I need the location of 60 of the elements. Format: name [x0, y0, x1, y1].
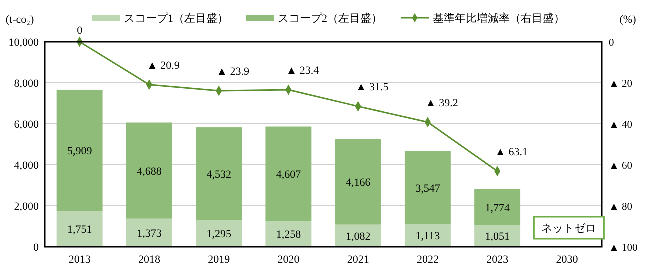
data-label: ▲ 31.5: [356, 82, 390, 94]
data-label: ▲ 23.9: [216, 66, 250, 78]
bar: [474, 225, 521, 247]
data-label: 4,166: [346, 177, 372, 190]
y-tick-label: 4,000: [14, 160, 40, 172]
x-tick-label: 2013: [68, 254, 92, 266]
bar: [266, 126, 312, 222]
x-tick-label: 2020: [278, 254, 300, 266]
annotation: ネットゼロ: [542, 223, 597, 235]
y-tick-label: 6,000: [14, 119, 40, 131]
x-tick-label: 2021: [347, 254, 370, 266]
data-label: ▲ 20.9: [146, 60, 180, 72]
y-tick-label: 10,000: [8, 37, 40, 49]
bar: [404, 151, 451, 224]
y2-tick-label: 0: [609, 38, 614, 49]
data-label: 1,051: [485, 231, 510, 244]
y2-tick-label: ▲ 60: [609, 161, 633, 172]
y2-tick-label: ▲ 80: [609, 202, 633, 213]
bar: [196, 128, 242, 220]
data-label: 1,751: [67, 224, 92, 236]
legend-label: スコープ2（左目盛）: [278, 12, 382, 25]
y2-axis-title: (%): [620, 14, 637, 26]
bar: [335, 139, 382, 225]
x-tick-label: 2018: [138, 254, 161, 266]
bar: [56, 90, 103, 212]
legend-label: スコープ1（左目盛）: [124, 12, 228, 25]
x-tick-label: 2022: [416, 254, 439, 266]
data-label: 4,688: [137, 166, 162, 178]
data-label: ▲ 23.4: [286, 64, 320, 77]
bar: [56, 211, 103, 247]
data-label: 3,547: [416, 182, 441, 195]
y-axis-title: (t-co₂): [6, 14, 34, 26]
y2-tick-label: ▲ 100: [609, 243, 638, 254]
data-label: 1,113: [416, 230, 441, 243]
data-label: 5,909: [67, 146, 93, 158]
data-label: 4,532: [206, 169, 232, 181]
bar: [196, 220, 242, 247]
data-label: 1,373: [137, 228, 162, 240]
data-label: ▲ 39.2: [425, 97, 458, 110]
x-tick-label: 2030: [556, 254, 579, 266]
legend-label: 基準年比増減率（右目盛）: [433, 12, 565, 25]
y-tick-label: 2,000: [14, 201, 40, 213]
data-label: 1,258: [276, 229, 302, 242]
bar: [126, 122, 172, 219]
y2-tick-label: ▲ 40: [609, 120, 633, 131]
data-label: 1,295: [206, 228, 232, 241]
y-tick-label: 0: [34, 242, 40, 254]
data-label: 4,607: [276, 168, 302, 181]
data-label: 0: [77, 25, 84, 37]
data-label: 1,774: [485, 202, 510, 214]
bar: [266, 221, 312, 247]
x-tick-label: 2023: [486, 254, 510, 266]
bar: [126, 218, 172, 247]
bar: [474, 189, 521, 226]
data-label: 1,082: [346, 230, 371, 243]
x-tick-label: 2019: [208, 254, 231, 266]
bar: [404, 224, 451, 247]
y-tick-label: 8,000: [14, 78, 40, 90]
data-label: ▲ 63.1: [495, 146, 528, 158]
y2-tick-label: ▲ 20: [609, 79, 633, 90]
